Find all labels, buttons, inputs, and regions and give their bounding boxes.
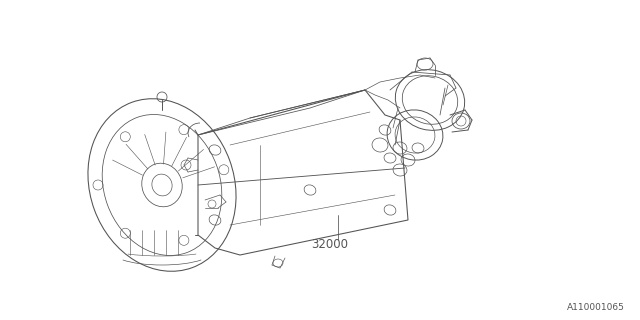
Text: 32000: 32000 bbox=[312, 238, 349, 252]
Text: A110001065: A110001065 bbox=[567, 303, 625, 312]
